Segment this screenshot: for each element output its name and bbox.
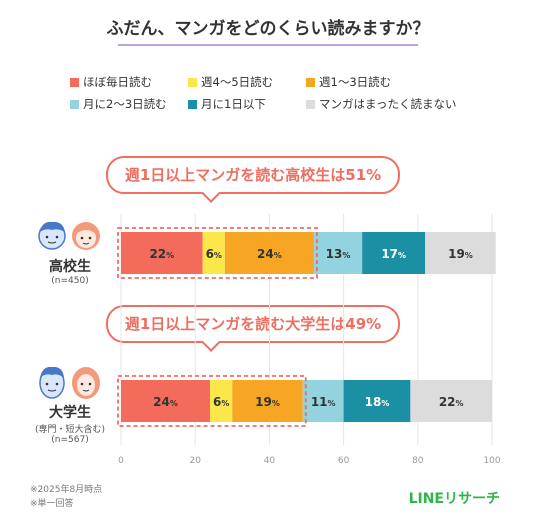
footnote-date: ※2025年8月時点 [30, 485, 103, 495]
bar-segment [224, 232, 314, 274]
data-label-value: 22 [149, 247, 166, 261]
woman-face-icon [72, 367, 100, 399]
student-avatars-icon [39, 366, 100, 399]
bar-segment [121, 232, 203, 274]
data-label-unit: % [342, 251, 350, 260]
data-label: 22% [149, 247, 174, 261]
data-label: 18% [365, 395, 390, 409]
data-label-unit: % [465, 251, 473, 260]
data-label-value: 6 [213, 395, 221, 409]
legend-item: マンガはまったく読まない [306, 96, 457, 112]
data-label-unit: % [272, 399, 280, 408]
legend-label: 月に2～3日読む [83, 97, 167, 111]
x-tick-label: 100 [483, 456, 500, 466]
legend-label: 月に1日以下 [201, 97, 266, 111]
legend-item: 月に2～3日読む [70, 96, 167, 112]
data-label-value: 11 [311, 395, 328, 409]
highlight-box [117, 227, 318, 279]
man-face-icon [39, 366, 65, 399]
row-label-university: 大学生 (専門・短大含む) (n=567) [22, 402, 118, 445]
data-label: 19% [448, 247, 473, 261]
data-label-value: 24 [257, 247, 274, 261]
row-name: 大学生 [49, 405, 91, 421]
legend-swatch [188, 78, 197, 87]
callout-high-school: 週1日以上マンガを読む高校生は51% [106, 156, 400, 194]
legend-item: ほぼ毎日読む [70, 74, 152, 90]
x-tick-label: 20 [189, 456, 201, 466]
data-label-value: 22 [439, 395, 456, 409]
data-label: 19% [255, 395, 280, 409]
data-label-value: 19 [255, 395, 272, 409]
legend-swatch [306, 78, 315, 87]
brand-logo: LINEリサーチ [408, 491, 500, 507]
data-label: 13% [326, 247, 351, 261]
row-qualifier: (専門・短大含む) [34, 425, 106, 435]
data-label-unit: % [398, 251, 406, 260]
data-label-value: 19 [448, 247, 465, 261]
data-label-value: 13 [326, 247, 343, 261]
data-label: 24% [257, 247, 282, 261]
row-label-high-school: 高校生 (n=450) [30, 256, 110, 286]
data-label: 6% [213, 395, 229, 409]
data-label-unit: % [381, 399, 389, 408]
data-label-unit: % [328, 399, 336, 408]
legend-label: ほぼ毎日読む [83, 75, 152, 89]
data-label-unit: % [221, 399, 229, 408]
highlight-box [117, 375, 307, 427]
data-label-unit: % [166, 251, 174, 260]
data-label: 17% [381, 247, 406, 261]
data-label-value: 24 [153, 395, 170, 409]
title-underline [118, 44, 418, 46]
data-label: 24% [153, 395, 178, 409]
bar-segment [232, 380, 303, 422]
bar-segment [302, 380, 344, 422]
girl-face-icon [72, 222, 100, 250]
bar-segment [362, 232, 426, 274]
callout-university: 週1日以上マンガを読む大学生は49% [106, 305, 400, 343]
legend-label: 週1～3日読む [319, 75, 392, 89]
page-title: ふだん、マンガをどのくらい読みますか？ [106, 19, 430, 39]
footnote-answer-type: ※単一回答 [30, 499, 74, 509]
legend-swatch [70, 78, 79, 87]
bar-segment [425, 232, 496, 274]
legend-swatch [70, 100, 79, 109]
student-avatars-icon [38, 221, 100, 250]
row-name: 高校生 [49, 259, 91, 275]
row-sample-size: (n=567) [51, 435, 89, 445]
x-tick-label: 60 [338, 456, 350, 466]
bar-segment [210, 380, 233, 422]
x-tick-label: 80 [412, 456, 424, 466]
legend-item: 月に1日以下 [188, 96, 266, 112]
data-label-unit: % [214, 251, 222, 260]
data-label: 11% [311, 395, 336, 409]
data-label-value: 17 [381, 247, 398, 261]
legend-label: 週4～5日読む [201, 75, 274, 89]
bar-segment [410, 380, 492, 422]
legend-swatch [188, 100, 197, 109]
legend-item: 週4～5日読む [188, 74, 273, 90]
legend-label: マンガはまったく読まない [319, 97, 457, 111]
bar-segment [121, 380, 211, 422]
bar-segment [313, 232, 363, 274]
x-tick-label: 0 [118, 456, 124, 466]
bar-segment [343, 380, 411, 422]
data-label-value: 6 [206, 247, 214, 261]
boy-face-icon [38, 221, 66, 250]
data-label-value: 18 [365, 395, 382, 409]
x-tick-label: 40 [264, 456, 276, 466]
legend-item: 週1～3日読む [306, 74, 391, 90]
data-label: 6% [206, 247, 222, 261]
data-label-unit: % [274, 251, 282, 260]
data-label-unit: % [170, 399, 178, 408]
row-sample-size: (n=450) [51, 276, 89, 286]
bar-segment [202, 232, 225, 274]
data-label: 22% [439, 395, 464, 409]
data-label-unit: % [456, 399, 464, 408]
legend-swatch [306, 100, 315, 109]
